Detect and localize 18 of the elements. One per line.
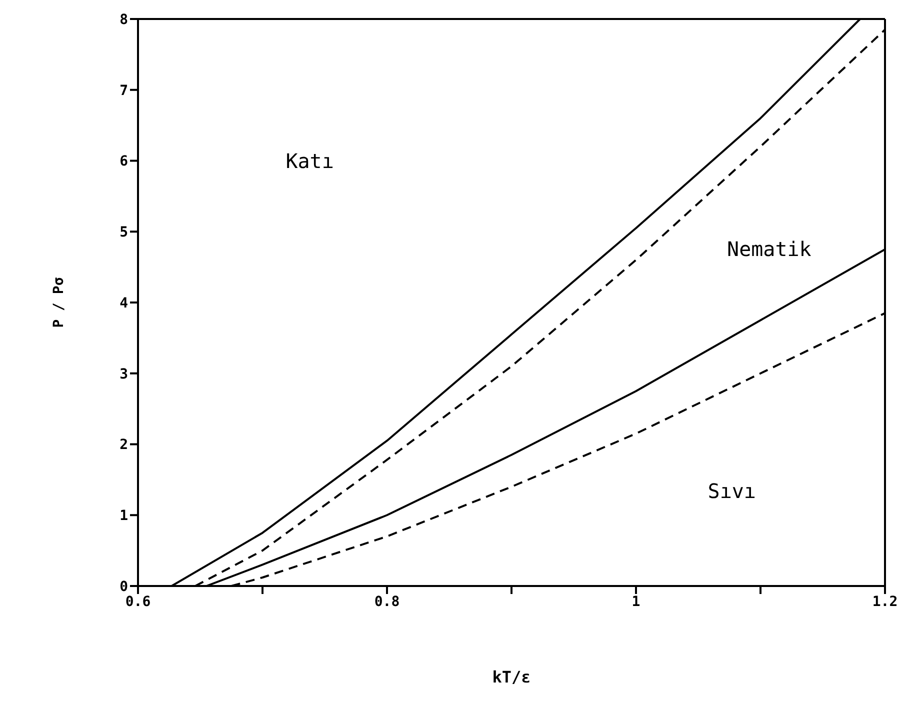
y-tick-label: 7: [120, 82, 128, 99]
y-tick-label: 3: [120, 366, 128, 382]
y-tick-label: 4: [120, 295, 128, 312]
y-tick-label: 0: [120, 578, 128, 595]
x-tick-label: 0.6: [125, 594, 151, 610]
annotation: Sıvı: [708, 479, 756, 504]
y-tick-label: 8: [120, 12, 128, 28]
y-axis-title: P / Pσ: [50, 277, 67, 328]
y-tick-label: 1: [120, 508, 128, 524]
annotation: Katı: [286, 148, 334, 173]
x-tick-label: 1: [632, 594, 640, 610]
y-tick-label: 6: [120, 154, 128, 170]
annotation: Nematik: [727, 236, 812, 261]
x-axis-title: kT/ε: [492, 667, 531, 686]
x-tick-label: 0.8: [374, 594, 400, 610]
y-tick-label: 5: [120, 224, 128, 241]
y-tick-label: 2: [120, 437, 128, 454]
x-tick-label: 1.2: [872, 594, 898, 610]
